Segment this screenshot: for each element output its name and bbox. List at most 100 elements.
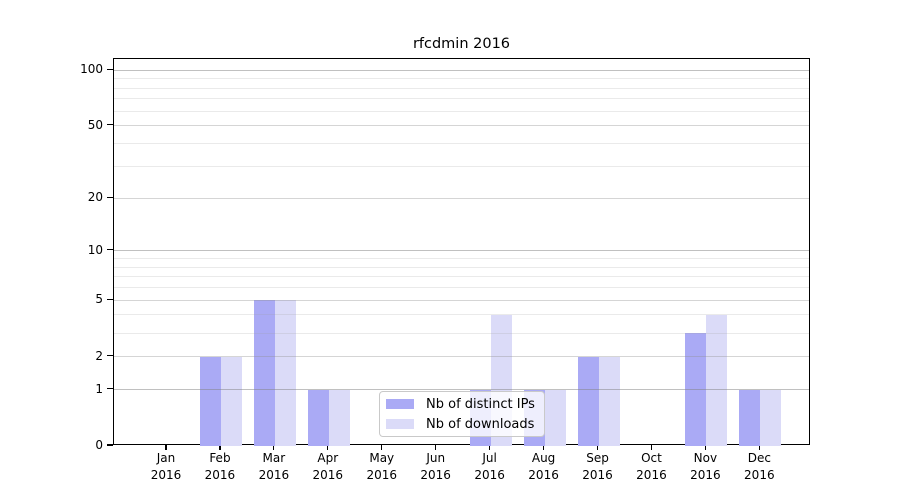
bar-distinct-ips-apr [307, 389, 329, 446]
y-tick-label: 20 [87, 190, 103, 205]
x-tick-label: Feb 2016 [190, 450, 250, 483]
gridline-minor [114, 276, 809, 278]
gridline-minor [114, 266, 809, 268]
x-tick-year: 2016 [204, 467, 236, 482]
legend-swatch-distinct-ips-icon [386, 399, 414, 409]
bar-downloads-dec [760, 389, 782, 446]
x-tick-month: Dec [747, 451, 771, 465]
x-tick-month: Oct [641, 451, 662, 465]
x-tick-label: Jun 2016 [406, 450, 466, 483]
x-tick-month: Sep [586, 451, 609, 465]
chart-title: rfcdmin 2016 [412, 36, 511, 52]
gridline-minor [114, 332, 809, 334]
x-tick-year: 2016 [528, 467, 559, 482]
x-tick-month: Mar [262, 451, 286, 465]
x-tick-label: Jan 2016 [136, 450, 196, 483]
y-tick-label: 50 [87, 117, 103, 132]
x-tick-month: Aug [531, 451, 556, 465]
gridline-minor [114, 287, 809, 289]
y-tick-label: 5 [95, 292, 103, 307]
y-tick-label: 1 [95, 381, 103, 396]
x-tick-mark [758, 445, 760, 450]
bar-downloads-feb [220, 356, 242, 446]
bar-downloads-apr [328, 389, 350, 446]
x-tick-year: 2016 [690, 467, 721, 482]
y-tick-label: 0 [95, 438, 103, 452]
x-tick-year: 2016 [312, 467, 344, 482]
y-tick-mark [107, 196, 113, 198]
x-tick-label: May 2016 [352, 450, 412, 483]
legend-label-downloads: Nb of downloads [426, 416, 535, 432]
x-tick-label: Oct 2016 [621, 450, 681, 483]
bar-downloads-mar [274, 300, 296, 446]
bar-distinct-ips-sep [577, 356, 599, 446]
x-tick-mark [542, 445, 545, 450]
gridline-minor [114, 258, 809, 260]
x-tick-month: Apr [317, 451, 339, 465]
x-tick-month: Jun [426, 451, 446, 465]
gridline-minor [114, 165, 809, 167]
x-tick-mark [596, 445, 599, 450]
y-tick-mark [107, 354, 113, 357]
y-tick-mark [107, 444, 113, 446]
plot-area: Nb of distinct IPs Nb of downloads [113, 58, 810, 446]
x-tick-year: 2016 [150, 467, 182, 482]
bar-downloads-aug [544, 389, 566, 446]
legend-item-downloads: Nb of downloads [386, 417, 536, 432]
gridline-decade [114, 389, 809, 391]
x-tick-mark [381, 445, 383, 450]
bar-distinct-ips-mar [253, 300, 275, 446]
x-tick-label: Sep 2016 [568, 450, 628, 483]
gridline-mid [114, 125, 809, 127]
gridline-minor [114, 78, 809, 80]
gridline-minor [114, 314, 809, 316]
x-tick-month: Jul [482, 451, 497, 465]
x-tick-mark [165, 445, 167, 450]
bar-distinct-ips-dec [739, 389, 761, 446]
gridline-decade [114, 250, 809, 252]
x-tick-label: Aug 2016 [514, 450, 574, 483]
y-tick-mark [107, 68, 113, 70]
gridline-mid [114, 197, 809, 199]
x-tick-year: 2016 [582, 467, 613, 482]
y-tick-label: 2 [95, 348, 103, 363]
y-tick-mark [107, 298, 113, 300]
x-tick-year: 2016 [474, 467, 505, 482]
x-tick-mark [273, 445, 275, 450]
x-tick-label: Apr 2016 [298, 450, 358, 483]
gridline-minor [114, 143, 809, 145]
y-tick-mark [107, 249, 113, 251]
x-tick-mark [327, 445, 329, 450]
x-tick-month: May [369, 451, 395, 465]
x-tick-label: Nov 2016 [675, 450, 735, 483]
legend-item-distinct-ips: Nb of distinct IPs [386, 397, 536, 412]
gridline-minor [114, 87, 809, 89]
x-tick-month: Nov [693, 451, 718, 465]
x-tick-year: 2016 [258, 467, 290, 482]
gridline-mid [114, 299, 809, 301]
gridline-minor [114, 98, 809, 100]
legend: Nb of distinct IPs Nb of downloads [379, 391, 545, 437]
y-tick-label: 100 [80, 62, 103, 77]
x-tick-mark [219, 445, 221, 450]
y-tick-mark [107, 124, 113, 126]
x-tick-year: 2016 [420, 467, 451, 482]
x-tick-year: 2016 [636, 467, 667, 482]
legend-swatch-downloads-icon [386, 419, 414, 429]
gridline-minor [114, 110, 809, 112]
gridlines-layer [114, 59, 809, 444]
x-tick-label: Dec 2016 [729, 450, 789, 483]
x-tick-year: 2016 [744, 467, 775, 482]
x-tick-month: Jan [156, 451, 176, 465]
y-tick-label: 10 [87, 242, 103, 257]
x-tick-mark [650, 445, 653, 450]
gridline-decade [114, 69, 809, 71]
x-tick-mark [704, 445, 706, 450]
y-tick-mark [107, 387, 113, 390]
x-tick-year: 2016 [366, 467, 398, 482]
bar-distinct-ips-feb [199, 356, 221, 446]
x-tick-label: Jul 2016 [460, 450, 520, 483]
legend-label-distinct-ips: Nb of distinct IPs [426, 396, 535, 412]
x-tick-mark [489, 445, 491, 450]
